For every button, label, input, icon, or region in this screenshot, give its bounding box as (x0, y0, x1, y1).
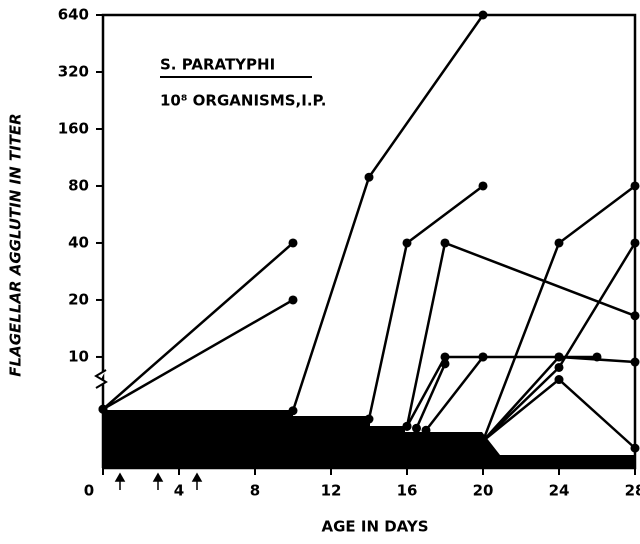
y-tick-label: 20 (68, 290, 89, 308)
data-point (554, 375, 564, 385)
x-axis-label: AGE IN DAYS (321, 518, 428, 536)
data-point (288, 238, 298, 248)
series-line (291, 14, 485, 412)
series-line (482, 377, 636, 450)
data-point (554, 362, 564, 372)
data-point (630, 238, 640, 248)
data-point (402, 238, 412, 248)
data-point (288, 406, 298, 416)
data-point (440, 352, 450, 362)
series-line (415, 363, 447, 429)
data-point (630, 357, 640, 367)
x-tick-label: 24 (549, 482, 570, 500)
data-point (421, 425, 431, 435)
x-tick-label: 0 (84, 482, 94, 500)
dose-arrows (114, 472, 203, 490)
series-line (102, 242, 294, 411)
x-tick-label: 28 (625, 482, 640, 500)
data-point (478, 352, 488, 362)
data-point (440, 359, 450, 369)
x-tick-label: 8 (250, 482, 260, 500)
y-tick-label: 320 (58, 62, 89, 80)
data-point (478, 10, 488, 20)
data-point (478, 436, 488, 446)
data-point (364, 414, 374, 424)
axis-break (94, 369, 108, 389)
axis-frame (101, 13, 637, 470)
below-threshold-region (103, 410, 635, 468)
data-point (402, 421, 412, 431)
data-point (630, 443, 640, 453)
y-axis-label: FLAGELLAR AGGLUTIN IN TITER (7, 113, 25, 376)
x-tick-label: 12 (321, 482, 342, 500)
series-line (481, 184, 636, 442)
data-point (554, 238, 564, 248)
x-tick-label: 20 (473, 482, 494, 500)
annotation: S. PARATYPHI (160, 56, 275, 74)
data-point (98, 404, 108, 414)
data-point (412, 423, 421, 433)
data-point (288, 295, 298, 305)
x-tick-label: 16 (397, 482, 418, 500)
x-tick-label: 4 (174, 482, 184, 500)
data-point (478, 181, 488, 191)
series-line (367, 184, 484, 420)
y-tick-label: 40 (68, 233, 89, 251)
series-line (482, 242, 637, 442)
series-line (102, 298, 294, 411)
data-point (554, 352, 564, 362)
data-point (630, 311, 640, 321)
y-tick-label: 80 (68, 176, 89, 194)
data-point (440, 238, 450, 248)
y-tick-label: 10 (68, 347, 89, 365)
data-point (364, 172, 374, 182)
series-line (425, 356, 484, 432)
data-point (630, 181, 640, 191)
y-tick-label: 160 (58, 119, 89, 137)
annotation: 10⁸ ORGANISMS,I.P. (160, 92, 326, 110)
y-tick-label: 640 (58, 6, 89, 24)
